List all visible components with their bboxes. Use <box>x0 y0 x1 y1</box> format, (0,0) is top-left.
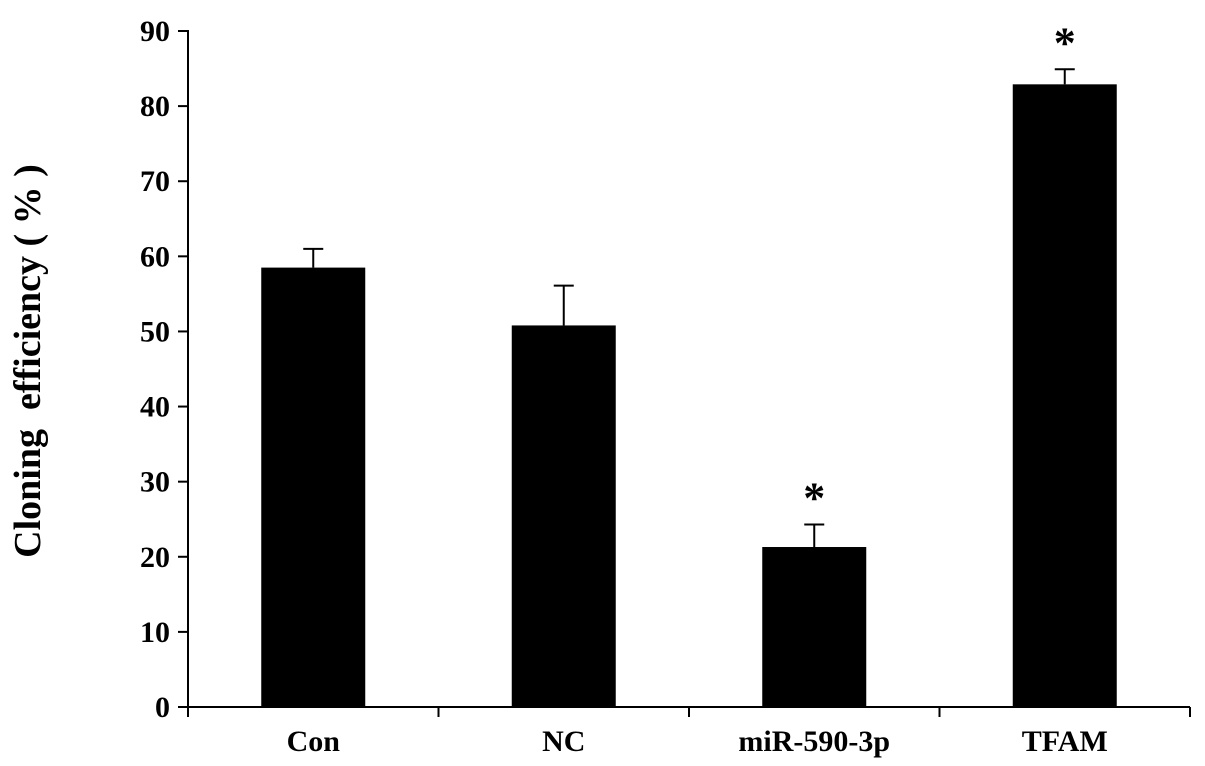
y-axis-ticks: 0 10 20 30 40 50 60 70 80 90 <box>140 15 188 724</box>
x-category-label: NC <box>542 725 585 758</box>
y-tick-label: 30 <box>140 466 170 499</box>
y-tick-label: 80 <box>140 90 170 123</box>
significance-asterisk: * <box>1054 18 1076 67</box>
y-tick-label: 20 <box>140 541 170 574</box>
y-tick-label: 40 <box>140 391 170 424</box>
error-bars <box>303 68 1075 548</box>
y-tick-label: 10 <box>140 616 170 649</box>
y-tick-label: 70 <box>140 165 170 198</box>
x-axis-labels: Con NC miR-590-3p TFAM <box>287 725 1108 758</box>
y-tick-label: 60 <box>140 240 170 273</box>
x-axis-ticks <box>187 707 1191 717</box>
y-tick-label: 50 <box>140 315 170 348</box>
y-tick-label: 90 <box>140 15 170 48</box>
significance-asterisk: * <box>803 473 825 522</box>
bar-nc <box>511 325 616 707</box>
x-category-label: Con <box>287 725 341 758</box>
bars <box>261 84 1117 708</box>
bar-mir-590-3p <box>762 547 867 707</box>
bar-tfam <box>1012 84 1117 708</box>
y-axis-title: Cloning efficiency ( % ) <box>7 164 49 558</box>
bar-con <box>261 267 366 707</box>
x-category-label: TFAM <box>1022 725 1108 758</box>
y-axis-title-group: Cloning efficiency ( % ) <box>7 164 49 558</box>
significance-marks: ** <box>803 18 1076 522</box>
x-category-label: miR-590-3p <box>738 725 890 758</box>
y-tick-label: 0 <box>155 691 170 724</box>
